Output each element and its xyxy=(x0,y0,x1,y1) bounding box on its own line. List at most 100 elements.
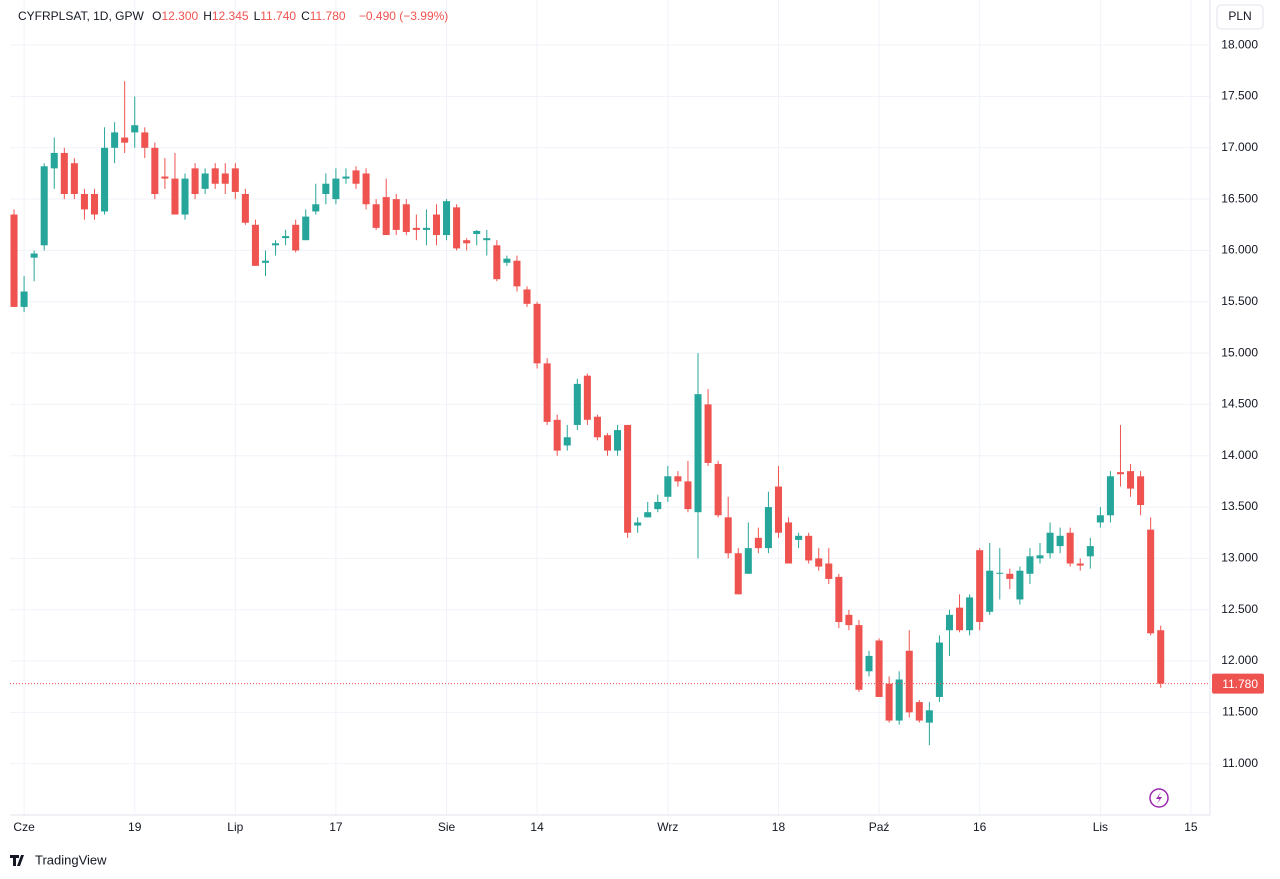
candle-body xyxy=(20,291,28,307)
y-tick-label: 18.000 xyxy=(1221,37,1258,51)
candle-body xyxy=(925,710,933,723)
candle-body xyxy=(533,303,541,364)
candle-body xyxy=(412,227,420,230)
candle-body xyxy=(624,424,632,533)
candle-body xyxy=(30,253,38,258)
candle-body xyxy=(986,570,994,612)
currency[interactable]: PLN xyxy=(1228,9,1251,23)
candle-body xyxy=(1076,563,1084,566)
candle-body xyxy=(1096,515,1104,523)
brand-name[interactable]: TradingView xyxy=(35,852,107,867)
candle-body xyxy=(302,216,310,241)
ohlc-item: O12.300 xyxy=(152,9,198,23)
currency-box[interactable] xyxy=(1216,4,1264,30)
brand-logo[interactable] xyxy=(10,855,24,866)
last-price-label: 11.780 xyxy=(1222,677,1258,691)
candle-body xyxy=(754,537,762,549)
candle-body xyxy=(473,230,481,235)
candle-body xyxy=(50,152,58,169)
candle-body xyxy=(634,522,642,526)
candle-body xyxy=(1106,476,1114,516)
candle-body xyxy=(523,289,531,304)
candle-body xyxy=(453,207,461,249)
candle-body xyxy=(664,476,672,497)
candle-body xyxy=(684,481,692,510)
candle-body xyxy=(654,501,662,510)
ohlc-label: O xyxy=(152,9,162,23)
candle-body xyxy=(111,132,119,148)
candle-body xyxy=(101,147,109,212)
change: −0.490 (−3.99%) xyxy=(358,9,449,23)
candle-body xyxy=(805,535,813,561)
candle-body xyxy=(90,193,99,215)
candle-body xyxy=(121,137,129,143)
x-tick-label: 18 xyxy=(772,820,786,834)
candle-body xyxy=(905,650,913,713)
x-tick-label: 19 xyxy=(128,820,142,834)
candle-body xyxy=(241,193,249,223)
candle-body xyxy=(1086,546,1094,557)
candle-body xyxy=(644,512,652,518)
candle-body xyxy=(714,463,722,516)
candle-body xyxy=(272,243,280,246)
candle-body xyxy=(261,260,270,263)
candle-body xyxy=(211,168,219,184)
y-tick-label: 13.000 xyxy=(1221,551,1258,565)
candle-body xyxy=(593,416,601,438)
candle-body xyxy=(1127,471,1135,489)
candle-body xyxy=(744,548,752,574)
ohlc-item: C11.780 xyxy=(301,9,345,23)
candle-body xyxy=(764,507,772,549)
candle-body xyxy=(865,655,873,672)
candle-body xyxy=(815,558,823,567)
y-tick-label: 17.500 xyxy=(1221,89,1258,103)
candle-body xyxy=(1006,573,1014,579)
candle-body xyxy=(10,214,18,307)
candle-body xyxy=(402,204,410,232)
x-tick-label: Sie xyxy=(438,820,456,834)
x-tick-label: Lis xyxy=(1093,820,1108,834)
candle-body xyxy=(503,258,511,263)
candle-body xyxy=(543,363,551,422)
y-tick-label: 12.500 xyxy=(1221,602,1258,616)
lightning-icon[interactable] xyxy=(1149,788,1169,808)
y-tick-label: 15.000 xyxy=(1221,345,1258,359)
candle-body xyxy=(553,419,561,451)
x-tick-label: Cze xyxy=(13,820,35,834)
candle-body xyxy=(161,176,169,179)
y-tick-label: 14.000 xyxy=(1221,448,1258,462)
candle-body xyxy=(513,260,521,287)
candle-body xyxy=(774,486,783,533)
candle-body xyxy=(463,240,471,244)
candle-body xyxy=(231,168,239,192)
candle-body xyxy=(422,227,430,230)
ohlc-value: 11.780 xyxy=(309,9,346,23)
header: CYFRPLSAT, 1D, GPW O12.300 H12.345 L11.740… xyxy=(18,9,453,23)
candle-body xyxy=(1046,532,1054,554)
candle-body xyxy=(352,170,360,184)
x-tick-label: 16 xyxy=(973,820,987,834)
x-tick-label: Wrz xyxy=(657,820,678,834)
x-tick-label: Paź xyxy=(869,820,890,834)
candle-body xyxy=(614,430,622,451)
y-tick-label: 17.000 xyxy=(1221,140,1258,154)
candle-body xyxy=(443,201,451,236)
y-tick-label: 16.000 xyxy=(1221,243,1258,257)
candle-body xyxy=(694,394,702,513)
candle-body xyxy=(1056,535,1064,547)
candle-body xyxy=(795,535,803,540)
candle-body xyxy=(573,383,581,425)
candle-body xyxy=(1147,529,1155,634)
ohlc-label: C xyxy=(301,9,310,23)
candle-body xyxy=(332,178,340,200)
last-price-box xyxy=(1212,673,1264,694)
candle-body xyxy=(1016,570,1024,600)
candle-body xyxy=(70,163,78,194)
x-tick-label: 17 xyxy=(329,820,343,834)
ohlc-value: 12.300 xyxy=(161,9,199,23)
candle-body xyxy=(221,173,229,184)
candle-body xyxy=(372,204,380,228)
candle-body xyxy=(382,197,390,236)
